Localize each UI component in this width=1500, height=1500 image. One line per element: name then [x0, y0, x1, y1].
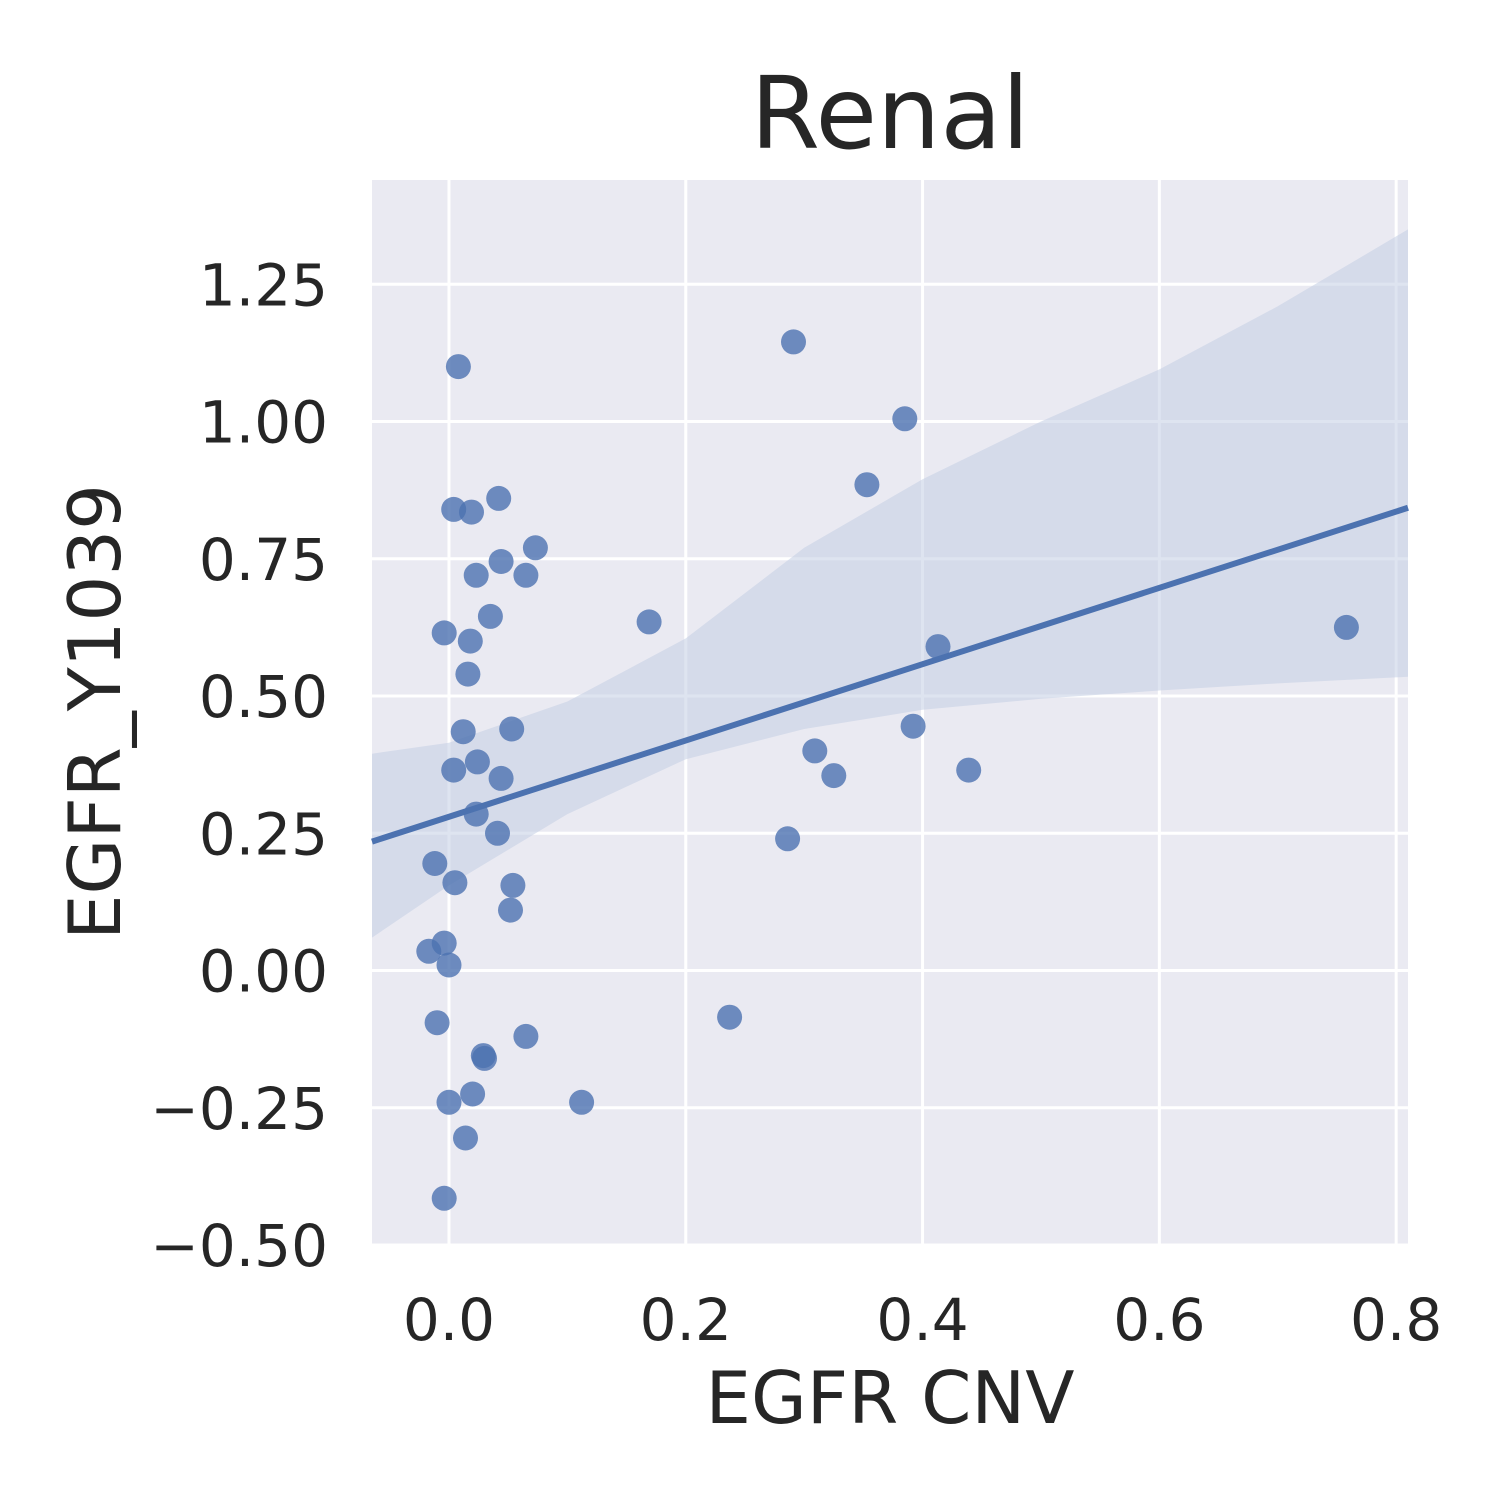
chart-title: Renal	[751, 55, 1030, 172]
scatter-point	[424, 1010, 450, 1036]
scatter-point	[431, 620, 457, 646]
scatter-point	[925, 634, 951, 660]
scatter-point	[500, 872, 526, 898]
scatter-point	[464, 749, 490, 775]
scatter-point	[450, 719, 476, 745]
scatter-point	[436, 952, 462, 978]
scatter-point	[459, 499, 484, 525]
scatter-point	[1333, 614, 1359, 640]
scatter-point	[775, 826, 801, 852]
data-points	[416, 329, 1359, 1211]
scatter-point	[956, 757, 982, 783]
scatter-point	[436, 1089, 462, 1115]
scatter-point	[802, 738, 828, 764]
scatter-point	[569, 1089, 595, 1115]
x-axis-label: EGFR CNV	[706, 1356, 1075, 1440]
x-tick-label: 0.4	[876, 1286, 968, 1354]
scatter-point	[498, 897, 523, 923]
scatter-point	[488, 549, 514, 574]
regression-line	[371, 504, 1409, 845]
scatter-point	[457, 628, 483, 654]
scatter-point	[460, 1081, 486, 1107]
y-tick-label: 0.50	[199, 663, 328, 731]
scatter-point	[636, 609, 662, 635]
x-tick-label: 0.6	[1113, 1286, 1205, 1354]
scatter-point	[445, 354, 471, 380]
scatter-point	[522, 535, 548, 561]
y-tick-label: 0.75	[199, 526, 328, 594]
scatter-point	[781, 329, 806, 355]
y-tick-label: 0.00	[199, 938, 328, 1006]
x-tick-label: 0.8	[1350, 1286, 1442, 1354]
scatter-point	[488, 765, 514, 791]
y-tick-label: 1.25	[199, 251, 328, 319]
x-tick-labels: 0.0 0.2 0.4 0.6 0.8	[403, 1286, 1442, 1354]
scatter-point	[513, 1023, 539, 1049]
scatter-point	[854, 472, 880, 498]
scatter-point	[717, 1004, 743, 1030]
scatter-point	[463, 562, 489, 588]
scatter-point	[485, 820, 510, 846]
scatter-point	[422, 851, 448, 876]
scatter-point	[513, 562, 539, 588]
scatter-point	[472, 1045, 497, 1071]
scatter-point	[486, 485, 512, 511]
scatter-point	[455, 661, 481, 687]
scatter-point	[453, 1125, 478, 1151]
y-tick-label: 0.25	[199, 800, 328, 868]
y-tick-labels: −0.50 −0.25 0.00 0.25 0.50 0.75 1.00 1.25	[150, 251, 328, 1280]
x-tick-label: 0.2	[640, 1286, 732, 1354]
scatter-point	[441, 757, 467, 783]
scatter-point	[499, 716, 525, 742]
y-axis-label: EGFR_Y1039	[53, 484, 137, 940]
x-tick-label: 0.0	[403, 1286, 495, 1354]
scatter-point	[821, 763, 847, 789]
scatter-point	[431, 1185, 457, 1211]
scatter-point	[892, 406, 918, 432]
scatter-point	[900, 713, 926, 739]
y-tick-label: 1.00	[199, 389, 328, 457]
scatter-point	[442, 870, 468, 896]
scatter-point	[431, 930, 457, 956]
y-tick-label: −0.50	[150, 1212, 328, 1280]
scatter-point	[477, 603, 503, 629]
y-tick-label: −0.25	[150, 1075, 328, 1143]
